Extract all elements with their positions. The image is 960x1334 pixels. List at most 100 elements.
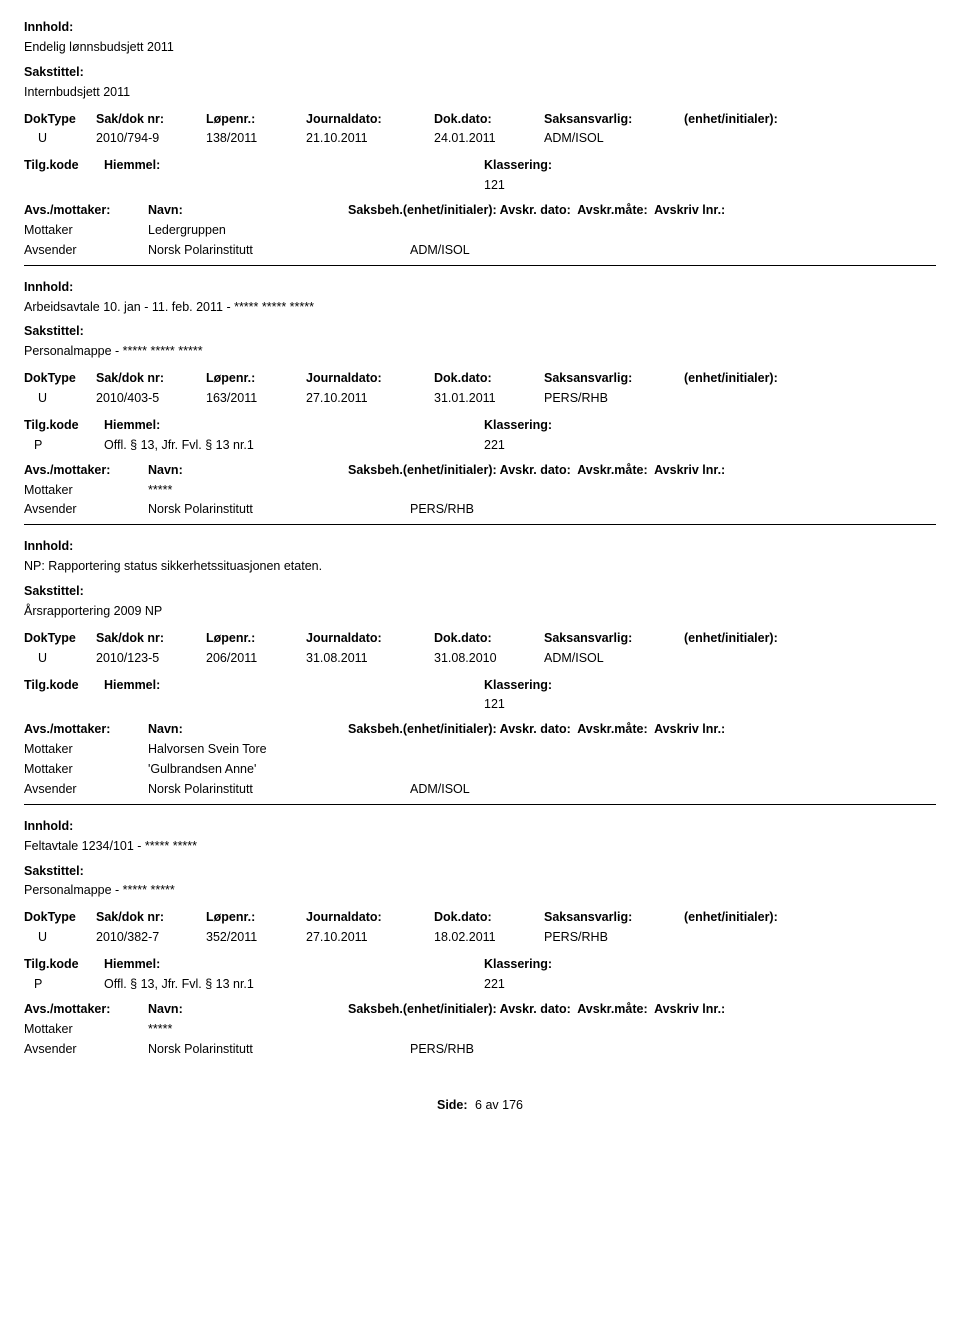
val-saknr: 2010/403-5 xyxy=(96,390,206,407)
hdr-ddato: Dok.dato: xyxy=(434,111,544,128)
hjemmel-row: P Offl. § 13, Jfr. Fvl. § 13 nr.1 221 xyxy=(24,976,936,993)
hdr-enhet: (enhet/initialer): xyxy=(684,630,936,647)
tilgkode-label: Tilg.kode xyxy=(24,157,104,174)
val-ddato: 24.01.2011 xyxy=(434,130,544,147)
klass-label: Klassering: xyxy=(484,157,552,174)
hjemmel-value: Offl. § 13, Jfr. Fvl. § 13 nr.1 xyxy=(104,976,484,993)
innhold-label: Innhold: xyxy=(24,818,936,835)
avsender-row: Avsender Norsk Polarinstitutt PERS/RHB xyxy=(24,1041,936,1058)
avsender-unit: PERS/RHB xyxy=(380,1041,936,1058)
mottaker-name: Halvorsen Svein Tore xyxy=(148,741,380,758)
avsender-row: Avsender Norsk Polarinstitutt ADM/ISOL xyxy=(24,781,936,798)
avsmot-header: Avs./mottaker: Navn: Saksbeh.(enhet/init… xyxy=(24,1001,936,1018)
mottaker-name: ***** xyxy=(148,482,380,499)
sakstittel-value: Personalmappe - ***** ***** ***** xyxy=(24,343,936,360)
avsender-name: Norsk Polarinstitutt xyxy=(148,242,380,259)
val-enhet xyxy=(684,650,936,667)
value-row: U 2010/794-9 138/2011 21.10.2011 24.01.2… xyxy=(24,130,936,147)
klass-label: Klassering: xyxy=(484,677,552,694)
hdr-saknr: Sak/dok nr: xyxy=(96,909,206,926)
sakstittel-label: Sakstittel: xyxy=(24,583,936,600)
hjemmel-header: Tilg.kode Hiemmel: Klassering: xyxy=(24,157,936,174)
mottaker-blank xyxy=(380,1021,936,1038)
value-row: U 2010/382-7 352/2011 27.10.2011 18.02.2… xyxy=(24,929,936,946)
avsender-row: Avsender Norsk Polarinstitutt ADM/ISOL xyxy=(24,242,936,259)
hdr-jdato: Journaldato: xyxy=(306,630,434,647)
avsender-name: Norsk Polarinstitutt xyxy=(148,501,380,518)
val-doktype: U xyxy=(24,130,96,147)
header-row: DokType Sak/dok nr: Løpenr.: Journaldato… xyxy=(24,909,936,926)
journal-record: Innhold: Arbeidsavtale 10. jan - 11. feb… xyxy=(24,265,936,519)
mottaker-blank xyxy=(380,222,936,239)
hjemmel-label: Hiemmel: xyxy=(104,677,484,694)
mottaker-row: Mottaker ***** xyxy=(24,1021,936,1038)
avsmot-label: Avs./mottaker: xyxy=(24,202,148,219)
saksbeh-label: Saksbeh.(enhet/initialer): Avskr. dato: … xyxy=(348,202,936,219)
innhold-value: Feltavtale 1234/101 - ***** ***** xyxy=(24,838,936,855)
klass-value: 221 xyxy=(484,437,505,454)
tilgkode-value: P xyxy=(24,437,104,454)
navn-label: Navn: xyxy=(148,1001,348,1018)
sakstittel-value: Internbudsjett 2011 xyxy=(24,84,936,101)
hdr-saks: Saksansvarlig: xyxy=(544,111,684,128)
mottaker-blank xyxy=(380,741,936,758)
mottaker-name: ***** xyxy=(148,1021,380,1038)
header-row: DokType Sak/dok nr: Løpenr.: Journaldato… xyxy=(24,630,936,647)
hdr-saknr: Sak/dok nr: xyxy=(96,111,206,128)
sakstittel-label: Sakstittel: xyxy=(24,323,936,340)
sakstittel-label: Sakstittel: xyxy=(24,863,936,880)
sakstittel-value: Årsrapportering 2009 NP xyxy=(24,603,936,620)
hdr-enhet: (enhet/initialer): xyxy=(684,909,936,926)
innhold-value: Arbeidsavtale 10. jan - 11. feb. 2011 - … xyxy=(24,299,936,316)
mottaker-name: 'Gulbrandsen Anne' xyxy=(148,761,380,778)
mottaker-row: Mottaker ***** xyxy=(24,482,936,499)
val-enhet xyxy=(684,929,936,946)
mottaker-row: Mottaker Ledergruppen xyxy=(24,222,936,239)
mottaker-blank xyxy=(380,761,936,778)
navn-label: Navn: xyxy=(148,202,348,219)
val-saks: PERS/RHB xyxy=(544,929,684,946)
hjemmel-header: Tilg.kode Hiemmel: Klassering: xyxy=(24,417,936,434)
hdr-lopenr: Løpenr.: xyxy=(206,630,306,647)
avsmot-label: Avs./mottaker: xyxy=(24,462,148,479)
avsmot-header: Avs./mottaker: Navn: Saksbeh.(enhet/init… xyxy=(24,202,936,219)
innhold-label: Innhold: xyxy=(24,279,936,296)
val-saknr: 2010/123-5 xyxy=(96,650,206,667)
hdr-jdato: Journaldato: xyxy=(306,370,434,387)
hjemmel-row: 121 xyxy=(24,177,936,194)
hdr-lopenr: Løpenr.: xyxy=(206,111,306,128)
mottaker-name: Ledergruppen xyxy=(148,222,380,239)
avsender-unit: ADM/ISOL xyxy=(380,242,936,259)
journal-record: Innhold: Endelig lønnsbudsjett 2011 Saks… xyxy=(24,19,936,259)
val-saks: ADM/ISOL xyxy=(544,650,684,667)
avsender-row: Avsender Norsk Polarinstitutt PERS/RHB xyxy=(24,501,936,518)
tilgkode-label: Tilg.kode xyxy=(24,677,104,694)
value-row: U 2010/403-5 163/2011 27.10.2011 31.01.2… xyxy=(24,390,936,407)
mottaker-label: Mottaker xyxy=(24,482,148,499)
hdr-jdato: Journaldato: xyxy=(306,111,434,128)
hdr-saks: Saksansvarlig: xyxy=(544,370,684,387)
hjemmel-label: Hiemmel: xyxy=(104,417,484,434)
tilgkode-label: Tilg.kode xyxy=(24,956,104,973)
navn-label: Navn: xyxy=(148,721,348,738)
val-saks: PERS/RHB xyxy=(544,390,684,407)
val-jdato: 31.08.2011 xyxy=(306,650,434,667)
val-doktype: U xyxy=(24,390,96,407)
val-doktype: U xyxy=(24,650,96,667)
mottaker-row: Mottaker 'Gulbrandsen Anne' xyxy=(24,761,936,778)
footer-label: Side: xyxy=(437,1098,468,1112)
hjemmel-row: P Offl. § 13, Jfr. Fvl. § 13 nr.1 221 xyxy=(24,437,936,454)
hdr-doktype: DokType xyxy=(24,111,96,128)
val-saks: ADM/ISOL xyxy=(544,130,684,147)
hdr-lopenr: Løpenr.: xyxy=(206,370,306,387)
hdr-saknr: Sak/dok nr: xyxy=(96,370,206,387)
avsender-label: Avsender xyxy=(24,242,148,259)
val-jdato: 27.10.2011 xyxy=(306,390,434,407)
avsender-name: Norsk Polarinstitutt xyxy=(148,1041,380,1058)
header-row: DokType Sak/dok nr: Løpenr.: Journaldato… xyxy=(24,370,936,387)
records-container: Innhold: Endelig lønnsbudsjett 2011 Saks… xyxy=(24,19,936,1057)
avsender-unit: PERS/RHB xyxy=(380,501,936,518)
val-saknr: 2010/382-7 xyxy=(96,929,206,946)
avsender-name: Norsk Polarinstitutt xyxy=(148,781,380,798)
val-lopenr: 163/2011 xyxy=(206,390,306,407)
